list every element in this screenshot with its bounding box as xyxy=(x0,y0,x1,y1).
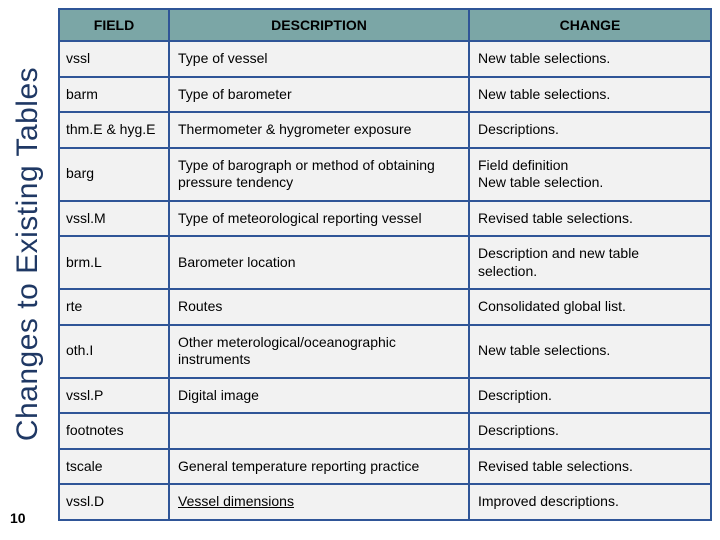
cell-change: Descriptions. xyxy=(469,112,711,148)
page-number: 10 xyxy=(10,510,26,526)
cell-description: Type of barometer xyxy=(169,77,469,113)
cell-change: Revised table selections. xyxy=(469,449,711,485)
cell-field: vssl.P xyxy=(59,378,169,414)
table-row: thm.E & hyg.EThermometer & hygrometer ex… xyxy=(59,112,711,148)
cell-description: Type of barograph or method of obtaining… xyxy=(169,148,469,201)
cell-change: Description. xyxy=(469,378,711,414)
table-row: tscaleGeneral temperature reporting prac… xyxy=(59,449,711,485)
table-row: bargType of barograph or method of obtai… xyxy=(59,148,711,201)
cell-change: Revised table selections. xyxy=(469,201,711,237)
cell-field: thm.E & hyg.E xyxy=(59,112,169,148)
changes-table: FIELD DESCRIPTION CHANGE vsslType of ves… xyxy=(58,8,712,521)
table-row: footnotes Descriptions. xyxy=(59,413,711,449)
cell-field: brm.L xyxy=(59,236,169,289)
changes-table-wrap: FIELD DESCRIPTION CHANGE vsslType of ves… xyxy=(58,8,712,521)
side-title-text: Changes to Existing Tables xyxy=(11,67,45,441)
table-row: vsslType of vesselNew table selections. xyxy=(59,41,711,77)
col-header-description: DESCRIPTION xyxy=(169,9,469,41)
cell-field: barg xyxy=(59,148,169,201)
cell-field: vssl xyxy=(59,41,169,77)
cell-change: Field definitionNew table selection. xyxy=(469,148,711,201)
cell-field: barm xyxy=(59,77,169,113)
cell-field: vssl.M xyxy=(59,201,169,237)
col-header-change: CHANGE xyxy=(469,9,711,41)
cell-field: tscale xyxy=(59,449,169,485)
table-row: vssl.MType of meteorological reporting v… xyxy=(59,201,711,237)
cell-change: New table selections. xyxy=(469,77,711,113)
cell-description: Other meterological/oceanographic instru… xyxy=(169,325,469,378)
cell-description: Type of meteorological reporting vessel xyxy=(169,201,469,237)
cell-change: Improved descriptions. xyxy=(469,484,711,520)
cell-description: Routes xyxy=(169,289,469,325)
cell-change: Description and new table selection. xyxy=(469,236,711,289)
table-header-row: FIELD DESCRIPTION CHANGE xyxy=(59,9,711,41)
cell-change: New table selections. xyxy=(469,325,711,378)
cell-field: rte xyxy=(59,289,169,325)
cell-description: Thermometer & hygrometer exposure xyxy=(169,112,469,148)
cell-description: Vessel dimensions xyxy=(169,484,469,520)
table-row: rteRoutesConsolidated global list. xyxy=(59,289,711,325)
cell-description: General temperature reporting practice xyxy=(169,449,469,485)
cell-change: Consolidated global list. xyxy=(469,289,711,325)
table-row: barmType of barometerNew table selection… xyxy=(59,77,711,113)
cell-description: Barometer location xyxy=(169,236,469,289)
cell-description: Type of vessel xyxy=(169,41,469,77)
cell-change: New table selections. xyxy=(469,41,711,77)
cell-field: vssl.D xyxy=(59,484,169,520)
cell-field: oth.I xyxy=(59,325,169,378)
cell-field: footnotes xyxy=(59,413,169,449)
table-row: brm.LBarometer locationDescription and n… xyxy=(59,236,711,289)
col-header-field: FIELD xyxy=(59,9,169,41)
table-row: oth.IOther meterological/oceanographic i… xyxy=(59,325,711,378)
cell-description xyxy=(169,413,469,449)
side-title: Changes to Existing Tables xyxy=(8,8,48,500)
cell-change: Descriptions. xyxy=(469,413,711,449)
table-row: vssl.DVessel dimensionsImproved descript… xyxy=(59,484,711,520)
table-row: vssl.PDigital imageDescription. xyxy=(59,378,711,414)
cell-description: Digital image xyxy=(169,378,469,414)
